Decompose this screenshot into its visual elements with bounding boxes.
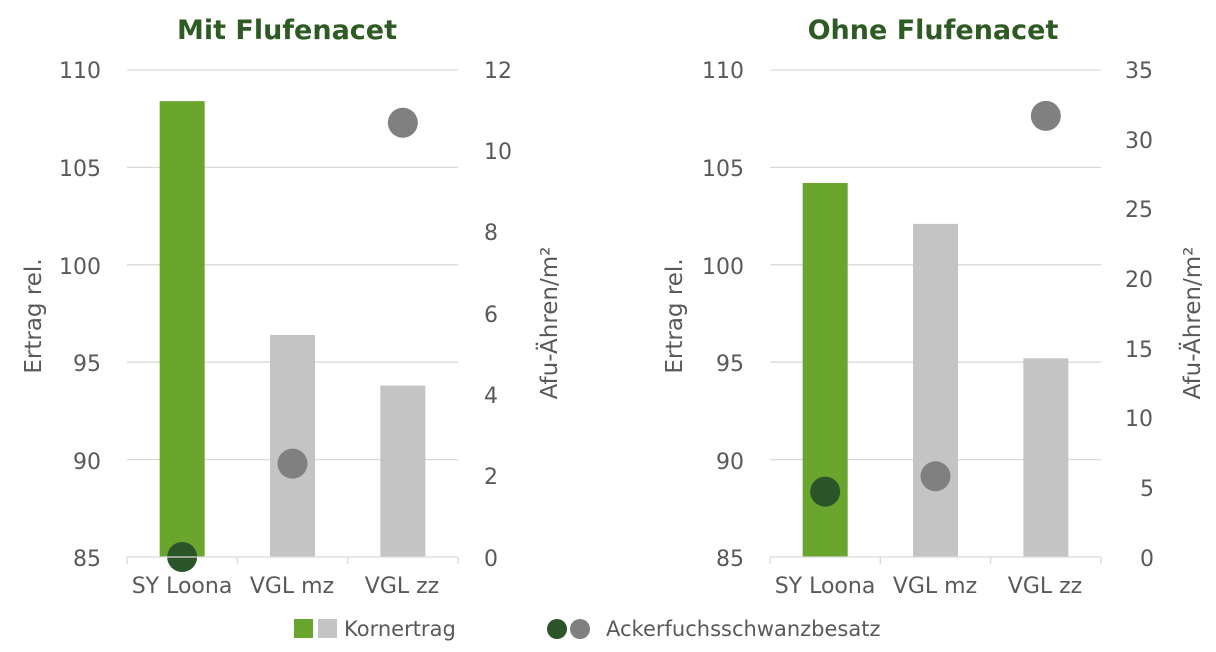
y2-tick-label: 25 xyxy=(1125,198,1153,223)
y-tick-label: 85 xyxy=(73,547,101,572)
legend-label-ackerfuchsschwanzbesatz: Ackerfuchsschwanzbesatz xyxy=(606,617,881,641)
x-axis xyxy=(126,556,459,564)
y-tick-label: 100 xyxy=(59,255,101,280)
legend-label-kornertrag: Kornertrag xyxy=(344,617,456,641)
y-axis-left-ticks: 110 105 100 95 90 85 xyxy=(59,59,101,572)
y2-axis-title: Afu-Ähren/m² xyxy=(535,247,563,400)
legend-swatch-dot-other xyxy=(570,619,590,639)
y-tick-label: 105 xyxy=(59,157,101,182)
y2-tick-label: 2 xyxy=(484,465,498,490)
bar-vgl-mz xyxy=(913,223,958,557)
bar-sy-loona xyxy=(159,101,205,557)
x-category-label: VGL mz xyxy=(893,574,977,599)
chart-panel-ohne: Ohne Flufenacet 110 105 100 95 90 85 35 … xyxy=(662,15,1206,599)
scatter-point-vgl-mz xyxy=(277,448,308,479)
legend: Kornertrag Ackerfuchsschwanzbesatz xyxy=(294,617,881,641)
chart-title: Ohne Flufenacet xyxy=(808,15,1059,46)
y2-tick-label: 8 xyxy=(484,221,498,246)
x-category-label: SY Loona xyxy=(132,574,233,599)
x-category-label: SY Loona xyxy=(775,574,876,599)
x-category-label: VGL zz xyxy=(365,574,439,599)
y-tick-label: 100 xyxy=(702,255,744,280)
y-tick-label: 85 xyxy=(716,547,744,572)
x-axis xyxy=(769,556,1102,564)
scatter-point-vgl-zz xyxy=(1030,100,1061,131)
y-tick-label: 90 xyxy=(73,450,101,475)
scatter-point-vgl-mz xyxy=(920,461,951,492)
y-tick-label: 90 xyxy=(716,450,744,475)
y2-tick-label: 35 xyxy=(1125,59,1153,84)
bar-vgl-zz xyxy=(1023,358,1069,557)
bars xyxy=(159,101,426,557)
y2-tick-label: 10 xyxy=(1125,407,1153,432)
y-tick-label: 95 xyxy=(73,352,101,377)
bars xyxy=(802,182,1069,557)
y-tick-label: 110 xyxy=(702,59,744,84)
chart-panel-mit: Mit Flufenacet 110 105 100 95 90 85 12 1… xyxy=(21,15,563,599)
y-tick-label: 95 xyxy=(716,352,744,377)
y-tick-label: 110 xyxy=(59,59,101,84)
legend-swatch-dot-highlight xyxy=(547,619,567,639)
x-category-label: VGL mz xyxy=(250,574,334,599)
x-category-label: VGL zz xyxy=(1008,574,1082,599)
x-category-labels: SY Loona VGL mz VGL zz xyxy=(775,574,1083,599)
chart-title: Mit Flufenacet xyxy=(177,15,397,46)
y2-tick-label: 30 xyxy=(1125,129,1153,154)
y2-tick-label: 5 xyxy=(1140,477,1154,502)
scatter-point-sy-loona xyxy=(810,476,841,507)
legend-swatch-bar-other xyxy=(318,619,337,638)
y2-tick-label: 15 xyxy=(1125,338,1153,363)
y-axis-title: Ertrag rel. xyxy=(21,258,47,373)
y2-tick-label: 6 xyxy=(484,303,498,328)
bar-vgl-mz xyxy=(270,334,315,557)
y2-tick-label: 10 xyxy=(484,140,512,165)
y-axis-title: Ertrag rel. xyxy=(662,258,688,373)
scatter-point-vgl-zz xyxy=(387,107,418,138)
x-category-labels: SY Loona VGL mz VGL zz xyxy=(132,574,440,599)
y2-tick-label: 0 xyxy=(484,547,498,572)
y-axis-right-ticks: 35 30 25 20 15 10 5 0 xyxy=(1125,59,1154,572)
legend-swatch-bar-highlight xyxy=(294,619,313,638)
y2-axis-title: Afu-Ähren/m² xyxy=(1178,247,1206,400)
y2-tick-label: 20 xyxy=(1125,268,1153,293)
scatter-points xyxy=(810,100,1061,507)
y-axis-right-ticks: 12 10 8 6 4 2 0 xyxy=(484,59,512,572)
y-tick-label: 105 xyxy=(702,157,744,182)
y-axis-left-ticks: 110 105 100 95 90 85 xyxy=(702,59,744,572)
y2-tick-label: 12 xyxy=(484,59,512,84)
y2-tick-label: 4 xyxy=(484,384,498,409)
y2-tick-label: 0 xyxy=(1140,547,1154,572)
bar-vgl-zz xyxy=(380,385,426,557)
